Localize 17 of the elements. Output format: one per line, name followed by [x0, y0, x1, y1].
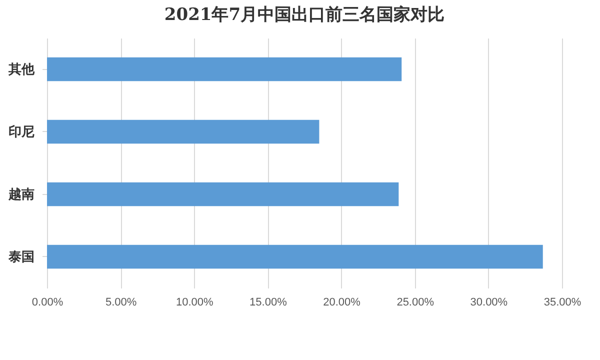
chart-title: 2021年7月中国出口前三名国家对比: [164, 5, 445, 25]
y-tick-label: 泰国: [8, 250, 34, 265]
x-tick-label: 15.00%: [250, 296, 288, 308]
y-tick-label: 其他: [8, 62, 36, 78]
y-tick-label: 印尼: [8, 124, 34, 140]
x-tick-label: 20.00%: [323, 296, 361, 308]
bar: [47, 244, 543, 269]
x-tick-label: 30.00%: [470, 296, 508, 308]
x-tick-label: 35.00%: [544, 296, 582, 308]
bar: [47, 182, 399, 206]
x-tick-label: 0.00%: [32, 296, 64, 308]
bar: [47, 57, 402, 82]
y-tick-label: 越南: [8, 187, 34, 202]
x-tick-label: 25.00%: [396, 296, 434, 308]
x-tick-label: 5.00%: [105, 296, 137, 308]
bar: [47, 120, 320, 144]
x-tick-label: 10.00%: [176, 296, 214, 308]
